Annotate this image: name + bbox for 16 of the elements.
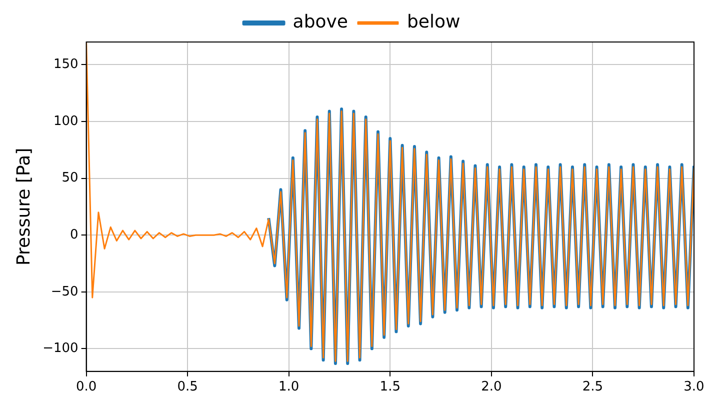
x-tick-label: 1.0	[278, 380, 300, 395]
y-tick-label: 0	[70, 227, 78, 242]
x-tick-label: 3.0	[684, 380, 704, 395]
x-tick-label: 0.0	[76, 380, 97, 395]
legend-label: below	[406, 12, 460, 33]
y-tick-label: −50	[50, 284, 78, 300]
y-tick-label: 50	[62, 170, 78, 186]
x-tick-label: 2.0	[481, 380, 502, 395]
y-tick-label: −100	[42, 341, 78, 356]
y-tick-label: 100	[53, 114, 78, 129]
x-tick-label: 0.5	[177, 380, 198, 395]
x-tick-label: 2.5	[582, 380, 604, 395]
legend-label: above	[292, 12, 348, 33]
y-axis-title: Pressure [Pa]	[13, 148, 34, 266]
y-tick-label: 150	[53, 57, 78, 72]
x-tick-label: 1.5	[380, 380, 400, 395]
